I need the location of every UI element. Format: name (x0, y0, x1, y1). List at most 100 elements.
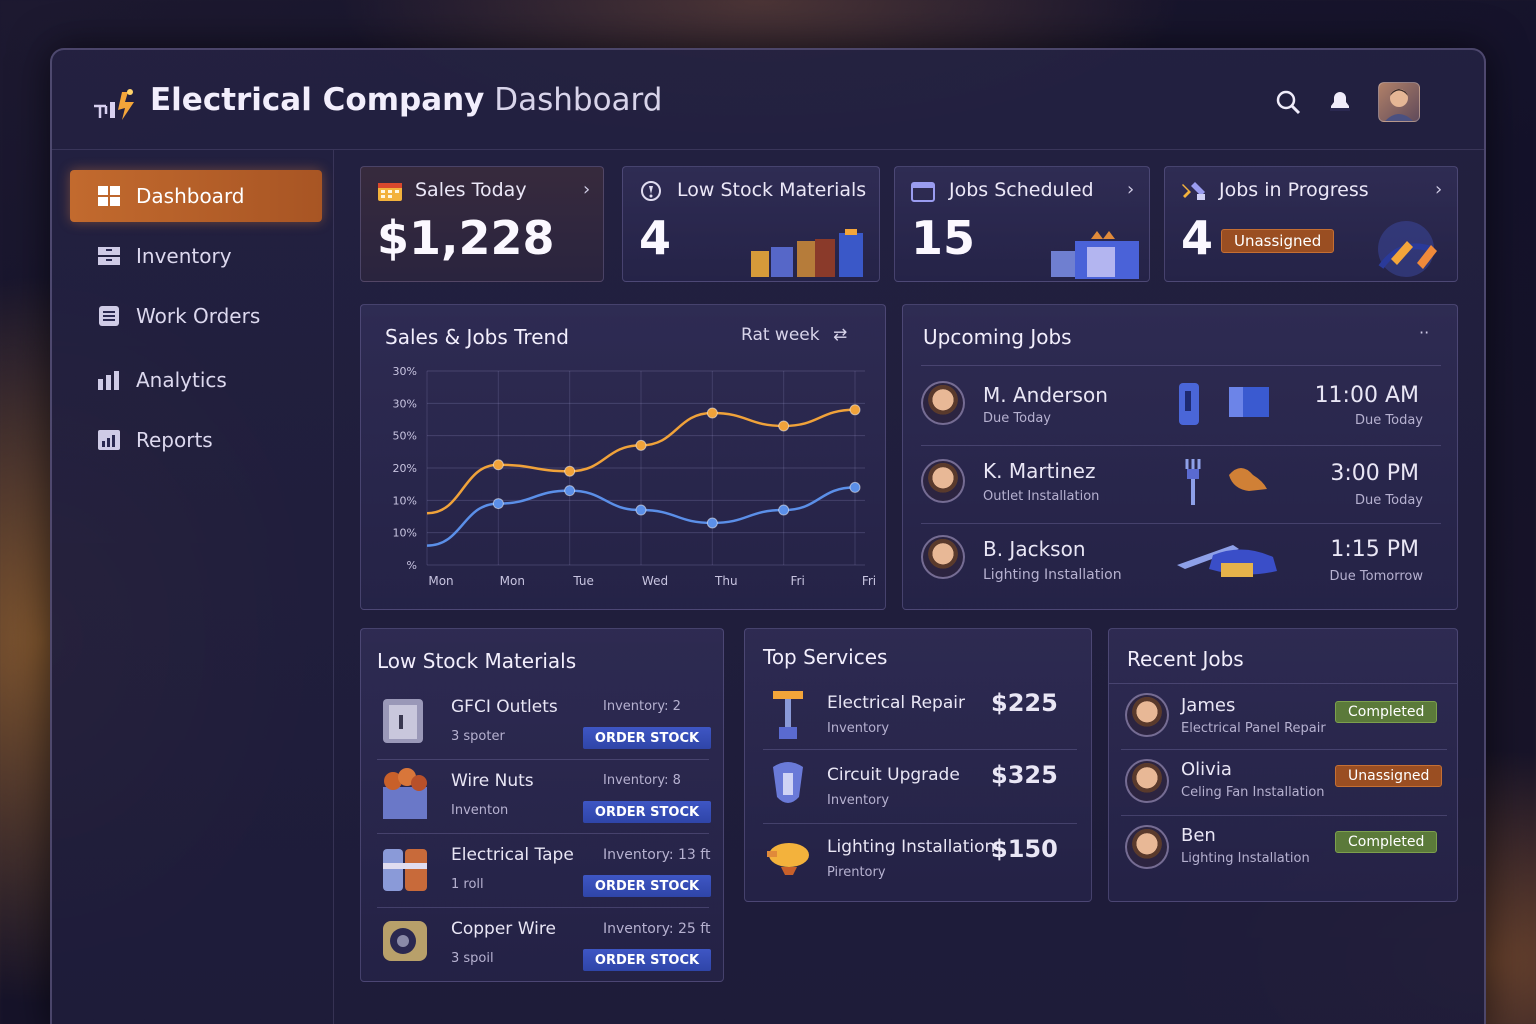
order-stock-button[interactable]: ORDER STOCK (583, 875, 711, 897)
search-icon[interactable] (1272, 86, 1304, 118)
service-price: $225 (991, 689, 1058, 717)
y-tick-label: 20% (393, 462, 417, 475)
panel-title: Upcoming Jobs (923, 325, 1072, 349)
sidebar-item-label: Work Orders (136, 304, 261, 328)
job-time: 1:15 PM (1330, 537, 1419, 562)
avatar (921, 381, 965, 425)
order-stock-button[interactable]: ORDER STOCK (583, 727, 711, 749)
stat-card-sales-today[interactable]: Sales Today › $1,228 (360, 166, 604, 282)
job-name: Olivia (1181, 759, 1232, 780)
y-tick-label: 30% (393, 397, 417, 410)
sidebar-item-work-orders[interactable]: Work Orders (70, 290, 322, 342)
app-title: Electrical Company Dashboard (150, 82, 662, 118)
sidebar: Dashboard Inventory Work Orders Analytic… (52, 150, 334, 1024)
calendar-icon (378, 183, 402, 201)
data-point (706, 407, 718, 419)
service-item[interactable]: Lighting Installation Pirentory $150 (745, 825, 1093, 897)
list-item: GFCI Outlets Inventory: 2 3 spoter ORDER… (361, 685, 725, 759)
y-tick-label: 50% (393, 430, 417, 443)
job-time: 11:00 AM (1314, 383, 1419, 408)
user-avatar[interactable] (1378, 82, 1420, 122)
stat-title: Jobs Scheduled (949, 179, 1094, 201)
range-selector[interactable]: Rat week ⇄ (741, 325, 847, 345)
notification-icon[interactable] (1324, 86, 1356, 118)
bar-chart-icon (96, 429, 122, 451)
lightning-logo-icon (94, 89, 134, 120)
divider (377, 759, 709, 760)
top-bar: Electrical Company Dashboard (52, 50, 1484, 150)
order-stock-button[interactable]: ORDER STOCK (583, 801, 711, 823)
stat-card-low-stock[interactable]: Low Stock Materials 4 (622, 166, 880, 282)
supply-cans-icon (751, 229, 863, 277)
stat-title: Jobs in Progress (1219, 179, 1369, 201)
upcoming-job-row[interactable]: B. Jackson Lighting Installation 1:15 PM… (903, 525, 1459, 605)
circuit-icon (773, 762, 803, 803)
stat-card-jobs-scheduled[interactable]: Jobs Scheduled › 15 (894, 166, 1150, 282)
item-name: Electrical Tape (451, 845, 574, 865)
upcoming-jobs-panel: Upcoming Jobs ·· M. Anderson Due Today 1… (902, 304, 1458, 610)
data-point (849, 404, 861, 416)
panel-title: Low Stock Materials (377, 649, 577, 673)
upcoming-job-row[interactable]: K. Martinez Outlet Installation 3:00 PM … (903, 447, 1459, 523)
list-icon (96, 305, 122, 327)
item-inventory: Inventory: 8 (603, 773, 681, 788)
dashboard-window: Electrical Company Dashboard Dashboard I… (50, 48, 1486, 1024)
wire-spool-icon (383, 921, 427, 961)
sidebar-item-reports[interactable]: Reports (70, 414, 322, 466)
more-icon[interactable]: ·· (1419, 323, 1430, 342)
job-sub: Due Today (983, 411, 1051, 426)
x-tick-label: Fri (791, 574, 805, 588)
status-badge: Completed (1335, 831, 1438, 853)
panel-title: Top Services (763, 645, 888, 669)
data-point (635, 439, 647, 451)
avatar (1125, 759, 1169, 803)
service-item[interactable]: Electrical Repair Inventory $225 (745, 681, 1093, 751)
x-tick-label: Thu (714, 574, 738, 588)
divider (763, 749, 1077, 750)
boxes-icon (1051, 231, 1139, 279)
list-item: Copper Wire Inventory: 25 ft 3 spoil ORD… (361, 909, 725, 981)
sidebar-item-inventory[interactable]: Inventory (70, 230, 322, 282)
plug-icon (1378, 221, 1437, 277)
top-services-panel: Top Services Electrical Repair Inventory… (744, 628, 1092, 902)
job-name: M. Anderson (983, 383, 1108, 407)
upcoming-job-row[interactable]: M. Anderson Due Today 11:00 AM Due Today (903, 367, 1459, 443)
chevron-right-icon[interactable]: › (1127, 179, 1135, 200)
data-point (492, 498, 504, 510)
status-badge: Unassigned (1221, 229, 1335, 253)
service-item[interactable]: Circuit Upgrade Inventory $325 (745, 751, 1093, 823)
tape-icon (383, 849, 427, 891)
item-name: Copper Wire (451, 919, 556, 939)
recent-job-row[interactable]: Olivia Celing Fan Installation Unassigne… (1109, 751, 1459, 815)
stat-card-jobs-in-progress[interactable]: Jobs in Progress › 4 Unassigned (1164, 166, 1458, 282)
data-point (778, 504, 790, 516)
sidebar-item-analytics[interactable]: Analytics (70, 354, 322, 406)
data-point (492, 459, 504, 471)
job-name: James (1181, 695, 1236, 716)
service-price: $150 (991, 835, 1058, 863)
sidebar-item-label: Reports (136, 428, 213, 452)
low-stock-panel: Low Stock Materials GFCI Outlets Invento… (360, 628, 724, 982)
item-name: GFCI Outlets (451, 697, 558, 717)
list-item: Electrical Tape Inventory: 13 ft 1 roll … (361, 835, 725, 907)
stat-title: Low Stock Materials (677, 179, 867, 201)
y-tick-label: % (407, 559, 417, 572)
recent-job-row[interactable]: James Electrical Panel Repair Completed (1109, 685, 1459, 749)
data-point (849, 481, 861, 493)
chevron-right-icon[interactable]: › (583, 179, 591, 200)
panel-title: Recent Jobs (1127, 647, 1244, 671)
item-sub: Inventon (451, 803, 509, 818)
divider (763, 823, 1077, 824)
order-stock-button[interactable]: ORDER STOCK (583, 949, 711, 971)
repair-tool-icon (773, 691, 803, 739)
sidebar-item-dashboard[interactable]: Dashboard (70, 170, 322, 222)
y-tick-label: 10% (393, 527, 417, 540)
item-inventory: Inventory: 25 ft (603, 921, 711, 937)
x-tick-label: Mon (500, 574, 525, 588)
inventory-icon (96, 245, 122, 267)
chevron-right-icon[interactable]: › (1435, 179, 1443, 200)
refresh-icon: ⇄ (833, 325, 848, 345)
recent-job-row[interactable]: Ben Lighting Installation Completed (1109, 817, 1459, 881)
divider (1109, 683, 1457, 684)
wire-nuts-icon (383, 768, 427, 819)
